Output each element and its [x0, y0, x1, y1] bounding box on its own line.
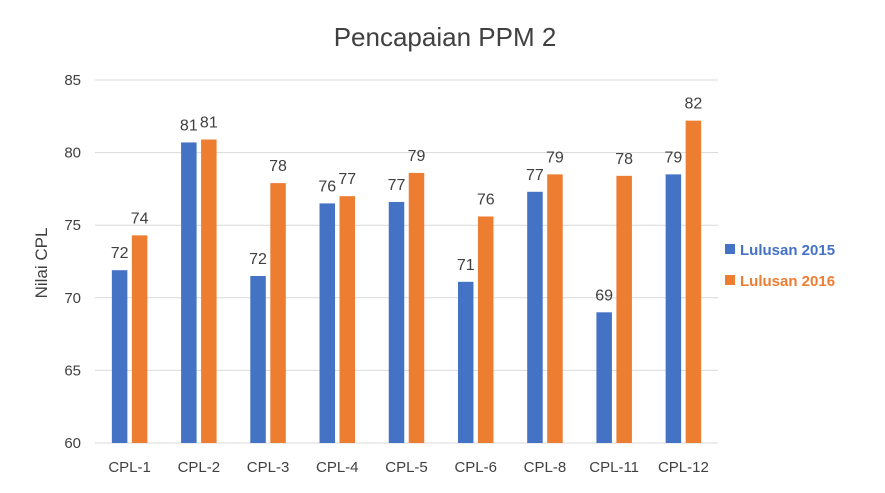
data-label: 72 — [111, 245, 129, 262]
y-tick-label: 80 — [64, 145, 81, 162]
data-label: 78 — [269, 158, 287, 175]
x-tick-label: CPL-1 — [108, 459, 151, 476]
bar-lulusan-2016 — [270, 183, 286, 444]
y-tick-label: 65 — [64, 362, 81, 379]
data-label: 77 — [388, 177, 406, 194]
bar-lulusan-2016 — [408, 172, 425, 444]
y-tick-label: 85 — [64, 72, 81, 89]
bar-lulusan-2015 — [665, 174, 682, 443]
bar-lulusan-2016 — [339, 196, 356, 443]
legend-label: Lulusan 2016 — [740, 273, 835, 290]
data-label: 79 — [546, 149, 564, 166]
axes: 60 65 70 75 80 85 CPL-1 CPL-2 CPL-3 CPL-4 CPL-5 CPL… — [64, 72, 709, 476]
data-label: 72 — [249, 251, 267, 268]
bar-lulusan-2015 — [457, 281, 474, 443]
y-tick-label: 70 — [64, 290, 81, 307]
x-tick-label: CPL-5 — [385, 459, 428, 476]
bar-lulusan-2016 — [685, 120, 702, 443]
data-label: 79 — [664, 149, 682, 166]
data-label: 71 — [457, 257, 475, 274]
x-tick-label: CPL-12 — [658, 459, 709, 476]
data-label: 76 — [318, 178, 336, 195]
data-label: 79 — [408, 148, 426, 165]
bar-lulusan-2016 — [477, 216, 494, 443]
x-tick-label: CPL-4 — [316, 459, 359, 476]
data-label: 81 — [180, 117, 198, 134]
bar-lulusan-2016 — [201, 139, 217, 444]
data-label: 76 — [477, 191, 495, 208]
legend-swatch — [725, 244, 735, 254]
bar-lulusan-2016 — [616, 175, 632, 443]
legend: Lulusan 2015 Lulusan 2016 — [725, 242, 835, 290]
x-tick-label: CPL-2 — [178, 459, 221, 476]
x-tick-label: CPL-6 — [454, 459, 497, 476]
bars — [111, 120, 702, 444]
x-tick-label: CPL-8 — [524, 459, 567, 476]
bar-lulusan-2015 — [527, 191, 543, 443]
legend-label: Lulusan 2015 — [740, 242, 835, 259]
bar-lulusan-2016 — [547, 174, 563, 443]
x-tick-label: CPL-11 — [589, 459, 639, 476]
y-axis-label: Nilai CPL — [32, 228, 51, 299]
bar-lulusan-2015 — [596, 312, 612, 443]
data-label: 81 — [200, 115, 218, 132]
legend-swatch — [725, 275, 735, 285]
bar-lulusan-2015 — [111, 270, 128, 443]
chart-title: Pencapaian PPM 2 — [334, 22, 557, 52]
y-tick-label: 75 — [64, 217, 81, 234]
bar-lulusan-2015 — [388, 201, 405, 443]
data-label: 82 — [684, 96, 702, 113]
gridlines — [95, 79, 718, 444]
bar-lulusan-2015 — [181, 142, 197, 443]
data-label: 78 — [615, 151, 633, 168]
data-label: 69 — [595, 287, 613, 304]
bar-lulusan-2016 — [131, 235, 148, 443]
data-label: 74 — [131, 210, 149, 227]
x-tick-label: CPL-3 — [247, 459, 290, 476]
data-label: 77 — [338, 171, 356, 188]
data-label: 77 — [526, 167, 544, 184]
y-tick-label: 60 — [64, 435, 81, 452]
bar-lulusan-2015 — [319, 203, 336, 443]
bar-lulusan-2015 — [250, 276, 266, 443]
